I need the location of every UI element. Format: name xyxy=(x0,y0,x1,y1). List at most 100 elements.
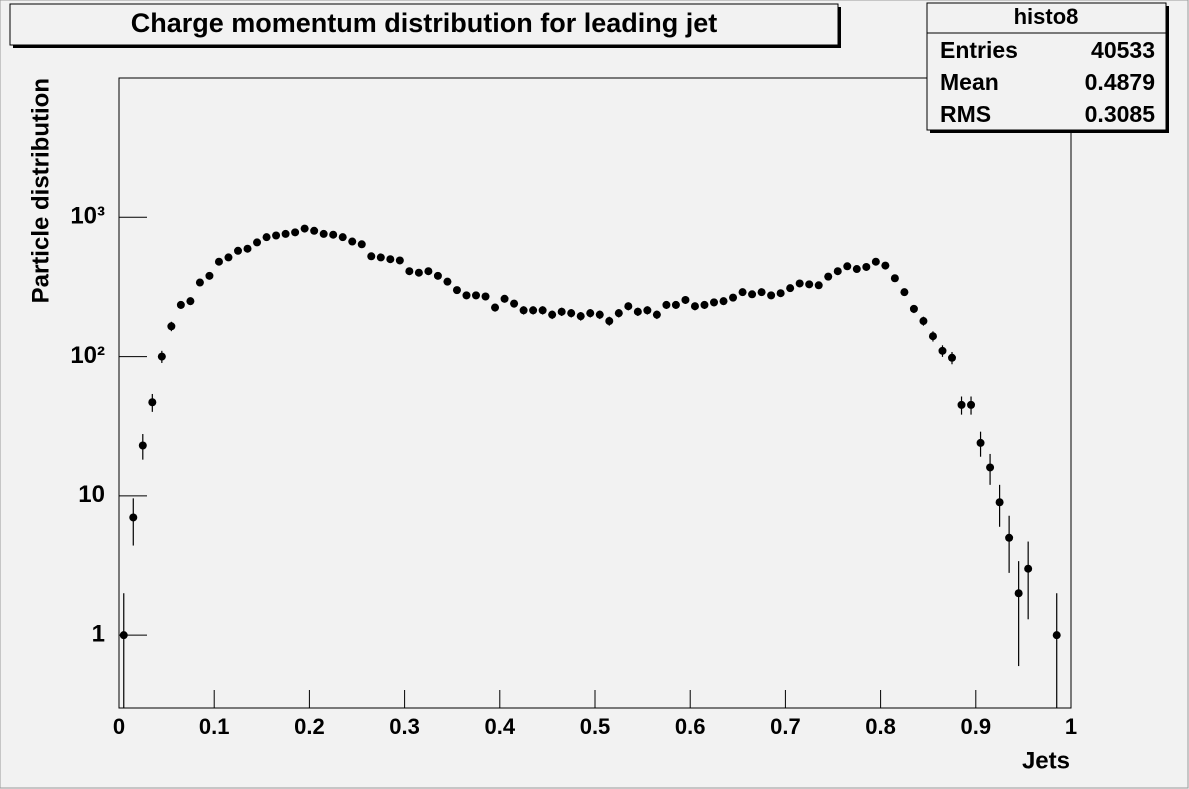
data-point xyxy=(881,261,890,270)
data-point xyxy=(300,224,309,233)
data-point xyxy=(253,238,262,247)
data-point xyxy=(643,306,652,315)
data-point xyxy=(500,294,509,303)
data-point xyxy=(395,256,404,265)
data-point xyxy=(367,252,376,261)
data-point xyxy=(852,265,861,274)
data-point xyxy=(195,278,204,287)
y-axis-label: Particle distribution xyxy=(27,78,54,303)
data-point xyxy=(786,284,795,293)
data-point xyxy=(338,233,347,242)
data-point xyxy=(214,257,223,266)
data-point xyxy=(1005,533,1014,542)
data-point xyxy=(424,267,433,276)
data-point xyxy=(710,298,718,307)
y-tick-label: 1 xyxy=(92,621,105,648)
stats-label: Mean xyxy=(940,69,999,95)
data-point xyxy=(319,229,328,238)
stats-value: 0.4879 xyxy=(1085,69,1155,95)
stats-box xyxy=(926,2,1167,131)
data-point xyxy=(234,246,242,255)
x-tick-label: 0.9 xyxy=(961,714,992,739)
data-point xyxy=(176,300,185,309)
data-point xyxy=(957,400,966,409)
stats-name: histo8 xyxy=(1014,4,1079,29)
plot-frame xyxy=(118,77,1072,709)
data-point xyxy=(900,288,909,297)
stats-rows: Entries 40533 Mean 0.4879 RMS 0.3085 xyxy=(940,37,1155,127)
chart-title: Charge momentum distribution for leading… xyxy=(131,8,718,38)
data-point xyxy=(148,398,157,407)
data-point xyxy=(605,317,614,326)
data-point xyxy=(452,286,461,295)
data-point xyxy=(348,237,357,246)
x-tick-label: 0.8 xyxy=(865,714,896,739)
data-point xyxy=(824,272,833,281)
x-tick-label: 0.1 xyxy=(199,714,230,739)
data-point xyxy=(129,513,138,522)
x-tick-label: 0.3 xyxy=(389,714,420,739)
data-point xyxy=(700,300,709,309)
data-point xyxy=(548,310,557,319)
y-tick-label: 10² xyxy=(70,342,105,369)
data-point xyxy=(329,230,338,239)
data-point xyxy=(1024,564,1033,573)
data-point xyxy=(205,271,214,280)
data-point xyxy=(995,498,1004,507)
data-point xyxy=(719,297,728,306)
x-tick-label: 0.4 xyxy=(485,714,516,739)
data-point xyxy=(481,292,490,301)
data-point xyxy=(652,310,661,319)
x-axis-label: Jets xyxy=(1022,747,1070,774)
data-point xyxy=(748,290,757,299)
data-point xyxy=(614,309,623,318)
data-point xyxy=(167,322,176,331)
data-point xyxy=(414,268,423,277)
data-point xyxy=(976,438,985,447)
data-point xyxy=(519,306,528,315)
data-point xyxy=(567,309,576,318)
data-point xyxy=(938,346,947,355)
data-point xyxy=(776,289,785,298)
x-tick-label: 0.7 xyxy=(770,714,801,739)
data-point xyxy=(272,231,281,240)
x-tick-label: 1 xyxy=(1065,714,1077,739)
data-point xyxy=(1052,631,1061,640)
data-point xyxy=(681,295,690,304)
data-point xyxy=(538,306,547,315)
data-point xyxy=(576,312,585,321)
y-tick-label: 10³ xyxy=(70,203,105,230)
data-point xyxy=(986,463,995,472)
data-point xyxy=(671,300,680,309)
data-point xyxy=(224,253,233,262)
data-point xyxy=(624,302,633,311)
data-point xyxy=(967,400,976,409)
data-point xyxy=(357,240,366,249)
data-point xyxy=(595,310,604,319)
data-point xyxy=(157,352,166,361)
data-point xyxy=(862,262,871,271)
data-point xyxy=(405,267,414,276)
data-point xyxy=(472,291,480,300)
y-tick-label: 10 xyxy=(78,481,105,508)
data-point xyxy=(281,229,290,238)
data-point xyxy=(443,277,452,286)
data-point xyxy=(871,257,880,266)
data-point xyxy=(909,304,918,313)
data-point xyxy=(433,271,442,280)
x-tick-label: 0 xyxy=(113,714,125,739)
data-point xyxy=(586,309,595,318)
data-point xyxy=(186,297,195,306)
stats-label: Entries xyxy=(940,37,1018,63)
x-tick-label: 0.2 xyxy=(294,714,325,739)
data-point xyxy=(633,307,642,316)
data-point xyxy=(662,300,671,309)
data-point xyxy=(1014,589,1023,598)
data-point xyxy=(738,288,747,297)
stats-value: 0.3085 xyxy=(1085,101,1156,127)
data-point xyxy=(805,280,814,289)
data-point xyxy=(386,255,395,264)
data-point xyxy=(928,332,937,341)
